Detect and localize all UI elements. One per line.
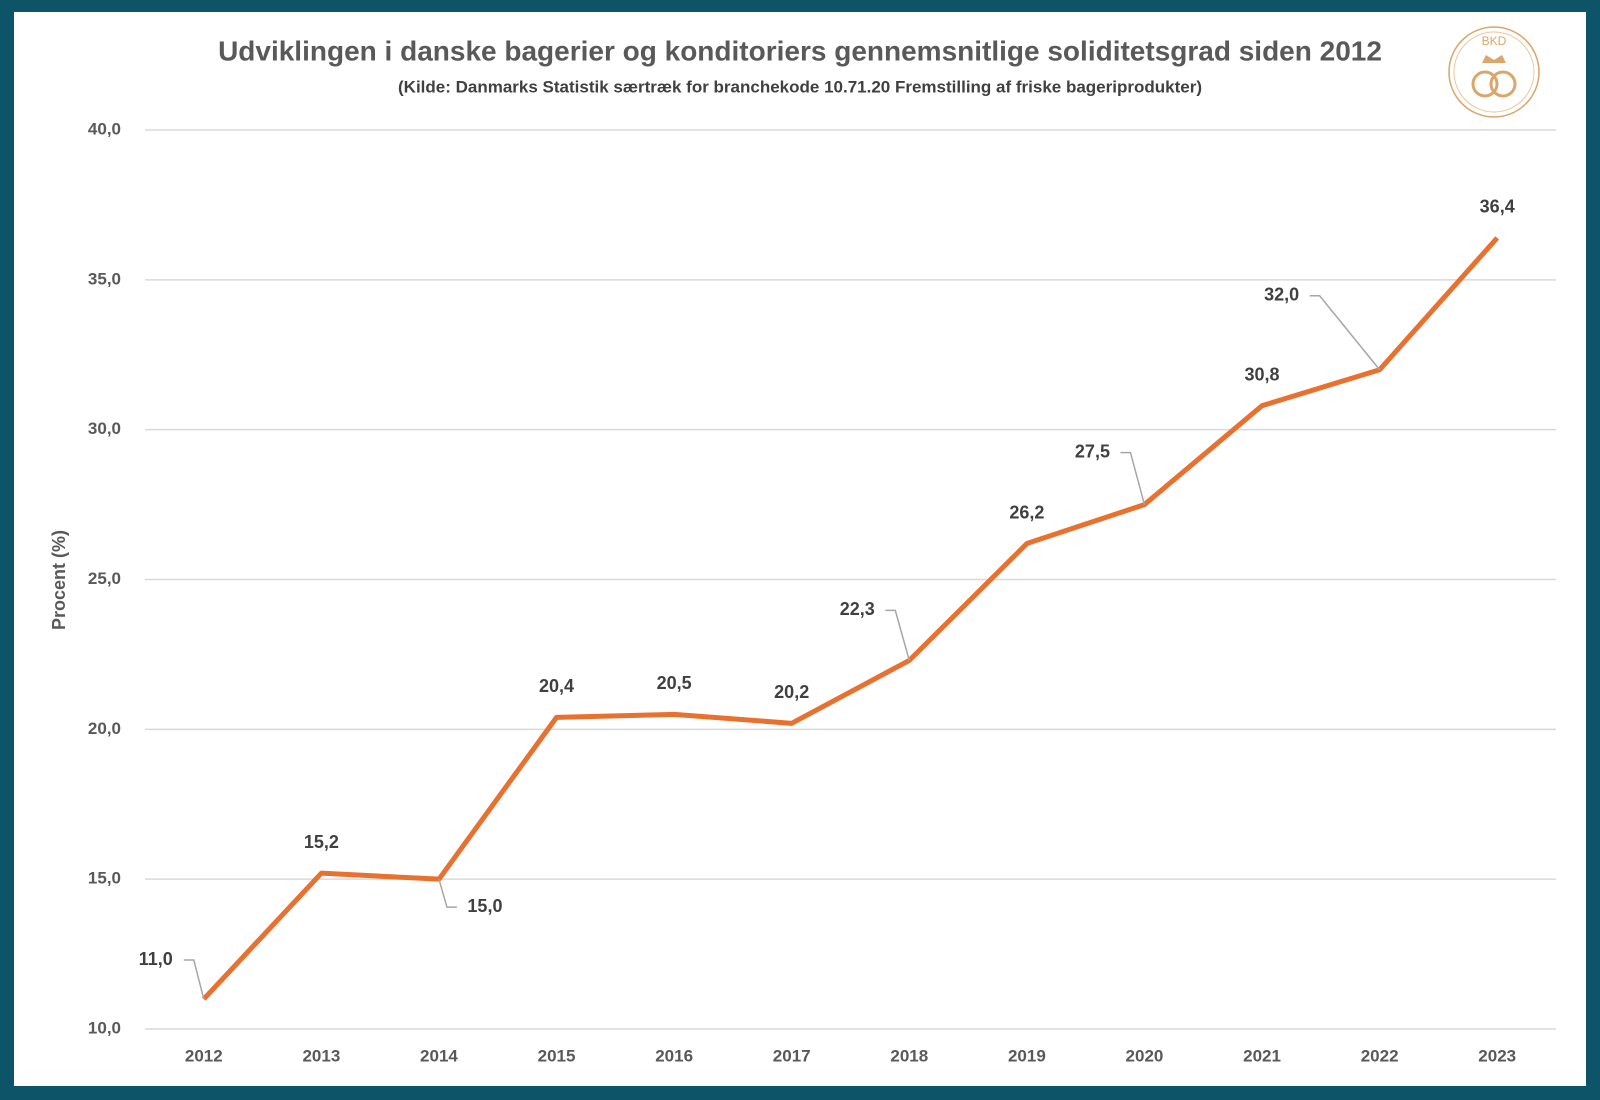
y-tick-label: 20,0 bbox=[88, 719, 121, 738]
y-tick-label: 40,0 bbox=[88, 119, 121, 138]
x-tick-label: 2012 bbox=[185, 1046, 223, 1065]
x-tick-label: 2018 bbox=[890, 1046, 928, 1065]
y-tick-label: 35,0 bbox=[88, 269, 121, 288]
data-label: 27,5 bbox=[1075, 441, 1110, 461]
x-tick-label: 2014 bbox=[420, 1046, 458, 1065]
chart-title: Udviklingen i danske bagerier og kondito… bbox=[218, 35, 1382, 66]
x-tick-label: 2019 bbox=[1008, 1046, 1046, 1065]
logo: BKD bbox=[1448, 26, 1540, 118]
chart-subtitle: (Kilde: Danmarks Statistik særtræk for b… bbox=[398, 77, 1202, 96]
data-label: 26,2 bbox=[1009, 502, 1044, 522]
logo-ring bbox=[1448, 26, 1540, 118]
x-tick-label: 2015 bbox=[538, 1046, 576, 1065]
chart-panel bbox=[14, 12, 1586, 1086]
x-tick-label: 2020 bbox=[1126, 1046, 1164, 1065]
data-label: 22,3 bbox=[840, 599, 875, 619]
data-label: 15,2 bbox=[304, 832, 339, 852]
logo-ring bbox=[1453, 31, 1535, 113]
y-tick-label: 30,0 bbox=[88, 419, 121, 438]
x-tick-label: 2017 bbox=[773, 1046, 811, 1065]
data-line bbox=[201, 236, 1500, 1001]
y-tick-label: 15,0 bbox=[88, 869, 121, 888]
data-label: 11,0 bbox=[139, 949, 173, 969]
logo-text: BKD bbox=[1482, 34, 1507, 48]
leader-line bbox=[183, 959, 205, 1000]
data-label: 15,0 bbox=[467, 896, 502, 916]
data-label: 20,5 bbox=[657, 673, 692, 693]
leader-line bbox=[438, 878, 457, 908]
y-tick-label: 10,0 bbox=[88, 1018, 121, 1037]
data-label: 20,2 bbox=[774, 682, 809, 702]
x-tick-label: 2016 bbox=[655, 1046, 693, 1065]
leader-line bbox=[1309, 294, 1381, 371]
x-tick-label: 2022 bbox=[1361, 1046, 1399, 1065]
data-label: 36,4 bbox=[1480, 197, 1515, 217]
logo-pretzel bbox=[1471, 70, 1499, 98]
logo-pretzel bbox=[1489, 70, 1517, 98]
x-tick-label: 2023 bbox=[1478, 1046, 1516, 1065]
x-tick-label: 2021 bbox=[1243, 1046, 1281, 1065]
data-label: 20,4 bbox=[539, 676, 574, 696]
data-label: 32,0 bbox=[1264, 284, 1299, 304]
leader-line bbox=[885, 609, 911, 661]
logo-crown bbox=[1482, 55, 1506, 63]
data-label: 30,8 bbox=[1245, 364, 1280, 384]
leader-line bbox=[1120, 451, 1146, 505]
y-axis-title: Procent (%) bbox=[49, 530, 69, 630]
y-tick-label: 25,0 bbox=[88, 569, 121, 588]
x-tick-label: 2013 bbox=[302, 1046, 340, 1065]
